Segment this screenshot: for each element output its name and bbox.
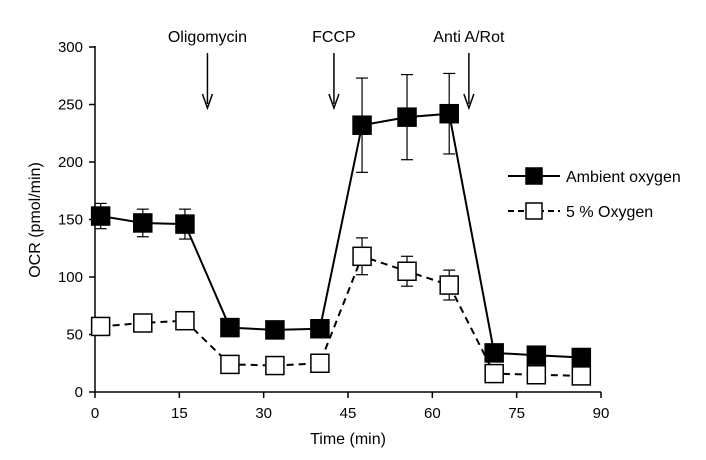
data-point [484,363,504,384]
data-point [220,317,240,338]
annotation-arrow-head [463,93,475,111]
x-tick-label: 0 [91,405,99,422]
x-tick-label: 75 [508,405,525,422]
annotation-label: Anti A/Rot [433,29,505,46]
data-point [133,213,153,233]
data-point [133,313,153,333]
data-point [265,355,285,376]
x-tick-label: 90 [593,405,610,422]
data-point [352,115,372,135]
data-point [310,319,330,339]
annotation-label: FCCP [312,29,356,46]
data-point [90,206,111,226]
data-point [352,246,372,267]
data-point [484,343,504,363]
y-tick-label: 150 [58,212,83,229]
data-point [90,316,111,337]
data-point [439,103,459,124]
data-point [265,320,285,340]
data-point [397,261,417,281]
legend-label: 5 % Oxygen [566,204,653,221]
data-point [439,275,459,295]
x-tick-label: 30 [255,405,272,422]
data-point [310,353,330,373]
legend-marker [525,202,543,220]
y-tick-label: 250 [58,97,83,114]
y-tick-label: 0 [75,384,83,401]
annotation-arrow-head [328,93,340,111]
data-point [526,345,547,365]
data-point [526,365,547,385]
x-tick-label: 15 [171,405,188,422]
series-line-1 [100,255,582,377]
data-point [571,347,592,368]
y-tick-label: 200 [58,154,83,171]
data-point [397,107,417,127]
legend-marker [525,167,543,185]
y-axis-title: OCR (pmol/min) [27,162,44,278]
annotation-arrow-head [201,93,214,111]
data-point [571,366,592,386]
y-tick-label: 50 [66,327,83,344]
y-tick-label: 100 [58,269,83,286]
legend-label: Ambient oxygen [566,169,681,186]
y-tick-label: 300 [58,39,83,56]
x-tick-label: 60 [424,405,441,422]
data-point [175,310,195,331]
x-tick-label: 45 [340,405,357,422]
x-axis-title: Time (min) [310,431,386,448]
data-point [175,214,195,234]
annotation-label: Oligomycin [168,29,247,46]
data-point [220,354,240,375]
